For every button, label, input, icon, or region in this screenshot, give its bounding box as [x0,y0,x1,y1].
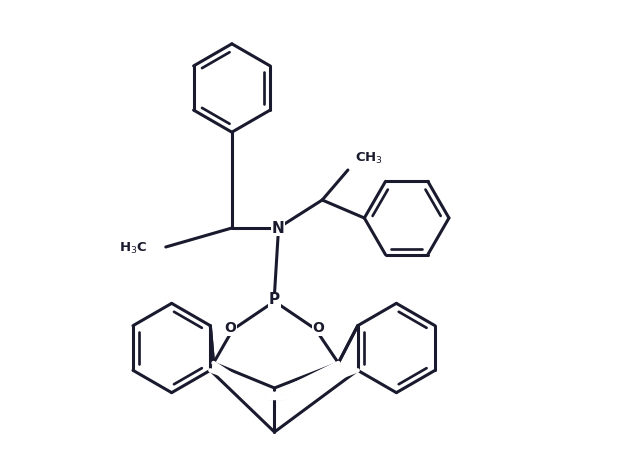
Text: P: P [269,292,280,307]
Text: CH$_3$: CH$_3$ [355,150,383,165]
Text: N: N [272,220,285,235]
Text: H$_3$C: H$_3$C [119,241,147,256]
Text: O: O [312,321,324,335]
Text: O: O [225,321,236,335]
